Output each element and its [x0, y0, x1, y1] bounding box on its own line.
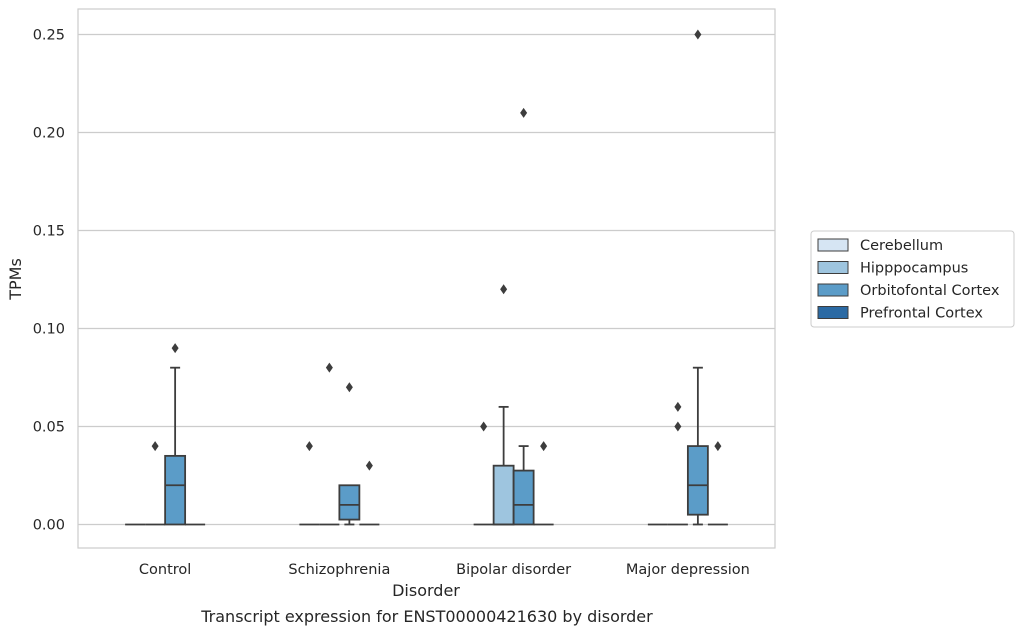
legend-label: Cerebellum: [860, 238, 943, 254]
box-group: [338, 382, 361, 526]
y-tick-label: 0.20: [33, 125, 65, 141]
outlier-point: [365, 460, 373, 471]
box-group: [319, 362, 340, 526]
box-group: [473, 421, 494, 526]
x-tick-labels: Control Schizophrenia Bipolar disorder Majo…: [139, 562, 750, 578]
y-tick-label: 0.15: [33, 223, 65, 239]
x-axis-label: Disorder: [392, 581, 460, 600]
box-layer: [125, 29, 728, 526]
outlier-point: [540, 441, 548, 452]
box-iqr: [338, 484, 361, 521]
legend-label: Orbitofontal Cortex: [860, 283, 1000, 299]
box-iqr: [686, 445, 709, 516]
y-tick-label: 0.05: [33, 419, 65, 435]
outlier-point: [714, 441, 722, 452]
outlier-point: [500, 284, 508, 295]
outlier-point: [151, 441, 159, 452]
box-group: [299, 441, 320, 526]
x-tick-label: Schizophrenia: [288, 562, 390, 578]
outlier-point: [480, 421, 488, 432]
y-tick-label: 0.00: [33, 517, 65, 533]
box-group: [492, 284, 515, 526]
box-group: [667, 401, 688, 526]
box-group: [707, 441, 728, 526]
x-tick-label: Bipolar disorder: [456, 562, 571, 578]
plot-frame: [77, 8, 776, 549]
outlier-point: [305, 441, 313, 452]
outlier-point: [674, 421, 682, 432]
chart-caption: Transcript expression for ENST0000042163…: [200, 607, 653, 626]
plot-background: [78, 9, 775, 548]
legend-swatch: [817, 261, 849, 274]
y-tick-labels: 0.00 0.05 0.10 0.15 0.20 0.25: [33, 27, 65, 533]
y-tick-label: 0.25: [33, 27, 65, 43]
box-group: [164, 343, 187, 526]
outlier-point: [520, 107, 528, 118]
x-tick-label: Control: [139, 562, 191, 578]
outlier-point: [674, 401, 682, 412]
outlier-point: [171, 343, 179, 354]
box-iqr: [512, 469, 535, 526]
box-iqr: [164, 454, 187, 526]
legend-swatch: [817, 306, 849, 319]
y-tick-label: 0.10: [33, 321, 65, 337]
box-group: [145, 441, 166, 526]
box-group: [533, 441, 554, 526]
legend-swatch: [817, 283, 849, 297]
legend: Cerebellum Hipppocampus Orbitofontal Corte…: [810, 230, 1015, 328]
box-group: [512, 107, 535, 526]
outlier-point: [694, 29, 702, 40]
box-group: [686, 29, 709, 526]
legend-label: Prefrontal Cortex: [860, 306, 983, 322]
box-iqr: [492, 464, 515, 526]
y-axis-label: TPMs: [6, 258, 25, 301]
legend-swatch: [817, 238, 849, 252]
box-group: [359, 460, 380, 526]
legend-frame: [810, 230, 1015, 328]
outlier-point: [325, 362, 333, 373]
x-tick-label: Major depression: [626, 562, 750, 578]
outlier-point: [345, 382, 353, 393]
legend-label: Hipppocampus: [860, 261, 968, 277]
